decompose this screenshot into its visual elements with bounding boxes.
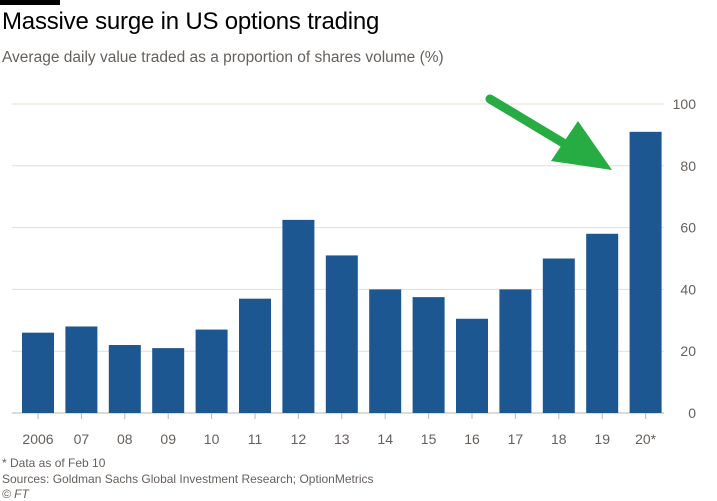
bar-19 bbox=[586, 233, 619, 413]
x-tick-label: 15 bbox=[421, 431, 437, 447]
annotation-arrow bbox=[485, 94, 612, 170]
y-tick-label: 0 bbox=[688, 405, 696, 421]
x-tick-label: 17 bbox=[508, 431, 524, 447]
bar-12 bbox=[282, 219, 315, 413]
chart-title: Massive surge in US options trading bbox=[2, 8, 380, 35]
bar-08 bbox=[108, 345, 141, 413]
bar-chart: 2006 07 08 09 10 11 12 13 14 15 16 17 18 19 20* 0 20 40 6… bbox=[12, 94, 697, 447]
y-axis: 0 20 40 60 80 100 bbox=[673, 96, 697, 421]
x-tick-label: 13 bbox=[334, 431, 350, 447]
x-tick-label: 09 bbox=[160, 431, 176, 447]
x-tick-label: 11 bbox=[248, 431, 263, 447]
x-axis: 2006 07 08 09 10 11 12 13 14 15 16 17 18 19 20* bbox=[22, 413, 657, 447]
bar-17 bbox=[499, 289, 532, 413]
y-tick-label: 40 bbox=[680, 281, 696, 297]
x-tick-label: 16 bbox=[464, 431, 480, 447]
arrow-head bbox=[551, 121, 612, 170]
bars bbox=[22, 131, 662, 413]
bar-14 bbox=[369, 289, 402, 413]
bar-10 bbox=[195, 329, 228, 413]
x-tick-label: 10 bbox=[204, 431, 220, 447]
y-tick-label: 100 bbox=[673, 96, 697, 112]
x-tick-label: 12 bbox=[291, 431, 307, 447]
x-tick-label: 07 bbox=[74, 431, 90, 447]
top-rule bbox=[0, 0, 60, 5]
footnote-data-note: * Data as of Feb 10 bbox=[2, 456, 106, 470]
bar-11 bbox=[239, 298, 271, 413]
bar-13 bbox=[325, 255, 358, 413]
x-tick-label: 20* bbox=[635, 431, 657, 447]
footnote-credit: © FT bbox=[2, 487, 29, 501]
bar-15 bbox=[412, 297, 445, 413]
x-tick-label: 14 bbox=[377, 431, 393, 447]
y-tick-label: 20 bbox=[680, 343, 696, 359]
bar-07 bbox=[65, 326, 98, 413]
bar-16 bbox=[456, 318, 488, 413]
bar-2006 bbox=[22, 332, 54, 413]
chart-subtitle: Average daily value traded as a proporti… bbox=[2, 49, 444, 66]
bar-09 bbox=[152, 348, 185, 413]
y-tick-label: 80 bbox=[680, 158, 696, 174]
arrow-shaft bbox=[485, 94, 580, 155]
bar-20* bbox=[629, 131, 662, 413]
footnote-sources: Sources: Goldman Sachs Global Investment… bbox=[2, 472, 374, 486]
y-tick-label: 60 bbox=[680, 220, 696, 236]
x-tick-label: 2006 bbox=[22, 431, 53, 447]
bar-18 bbox=[542, 258, 575, 413]
x-tick-label: 19 bbox=[594, 431, 610, 447]
x-tick-label: 18 bbox=[551, 431, 567, 447]
x-tick-label: 08 bbox=[117, 431, 133, 447]
